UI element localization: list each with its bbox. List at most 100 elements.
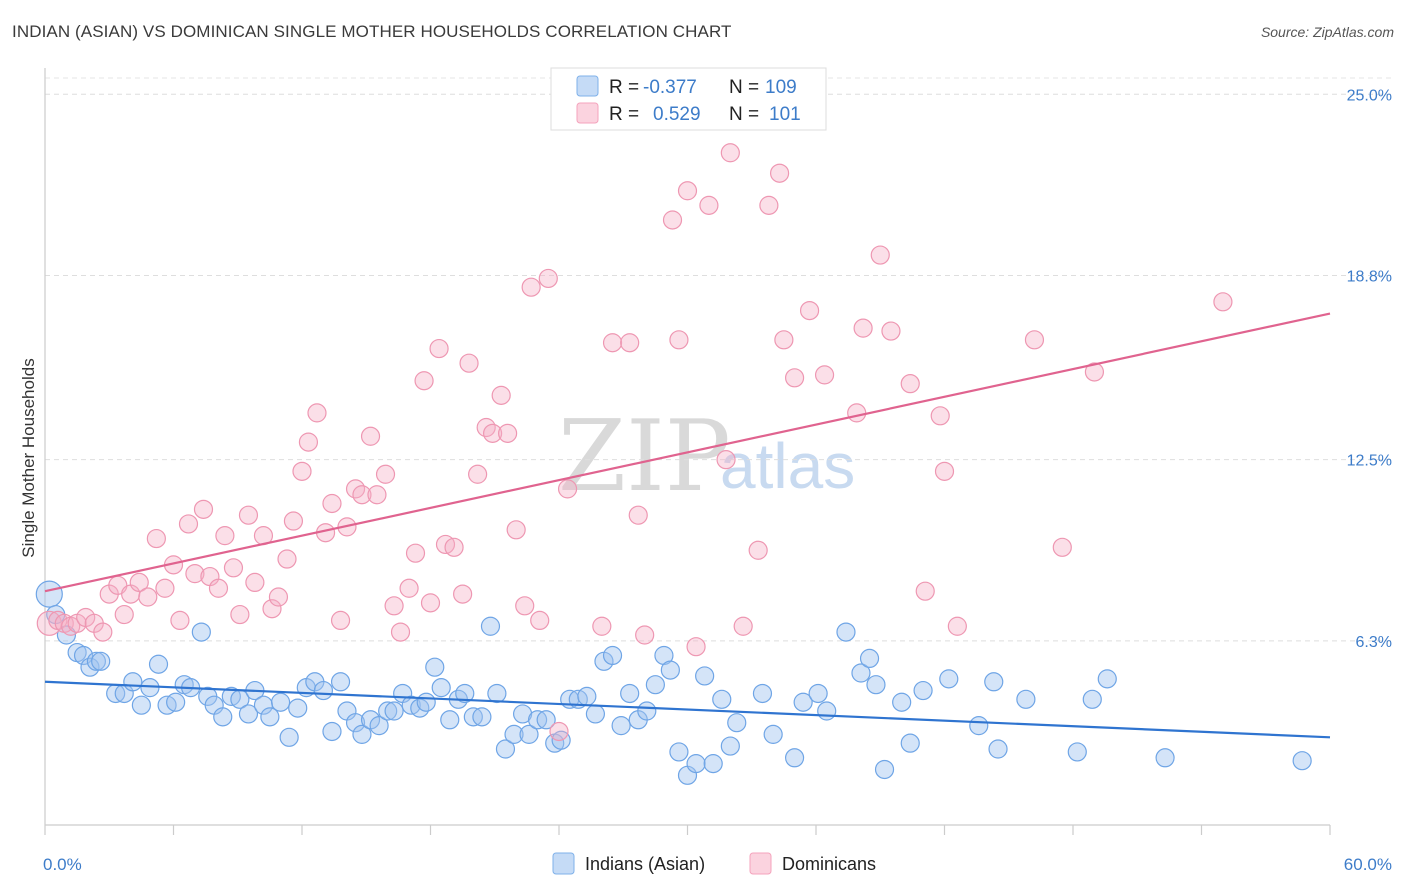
point-dominicans: [498, 423, 518, 443]
point-dominicans: [930, 406, 950, 426]
point-indians: [504, 724, 524, 744]
point-indians: [1097, 669, 1117, 689]
point-indians: [913, 680, 933, 701]
point-indians: [416, 692, 436, 712]
point-indians: [279, 727, 299, 747]
point-dominicans: [934, 461, 955, 481]
point-dominicans: [538, 268, 558, 289]
point-dominicans: [375, 464, 396, 484]
point-indians: [817, 701, 837, 721]
point-dominicans: [384, 596, 404, 616]
point-indians: [752, 683, 773, 704]
point-indians: [874, 759, 895, 780]
y-tick-label: 25.0%: [1347, 87, 1392, 104]
point-indians: [585, 704, 606, 724]
point-dominicans: [900, 374, 920, 394]
point-dominicans: [686, 637, 706, 657]
x-tick-label-max: 60.0%: [1344, 855, 1392, 874]
point-dominicans: [459, 353, 479, 373]
point-dominicans: [414, 371, 434, 391]
point-indians: [969, 716, 989, 736]
point-indians: [866, 675, 886, 695]
point-dominicans: [245, 572, 265, 593]
point-dominicans: [193, 499, 214, 519]
point-indians: [712, 689, 732, 709]
point-dominicans: [322, 493, 342, 514]
point-indians: [191, 622, 211, 642]
x-axis-ticks: [44, 825, 1331, 835]
point-dominicans: [444, 537, 464, 557]
point-indians: [495, 739, 516, 759]
point-dominicans: [238, 505, 259, 525]
point-dominicans: [352, 485, 372, 505]
bottom-legend-swatch-indians: [552, 852, 575, 875]
legend-n-label-indians: N =: [729, 77, 759, 98]
point-indians: [859, 648, 880, 669]
point-dominicans: [628, 505, 648, 525]
point-indians: [793, 692, 813, 712]
point-dominicans: [277, 549, 297, 569]
point-indians: [703, 754, 723, 774]
chart-title: INDIAN (ASIAN) VS DOMINICAN SINGLE MOTHE…: [12, 22, 732, 41]
point-dominicans: [784, 368, 805, 388]
legend-r-value-dominicans: 0.529: [653, 104, 701, 125]
point-indians: [1067, 742, 1087, 762]
point-indians: [378, 701, 398, 721]
trend-line-dominicans: [44, 312, 1331, 593]
point-indians: [645, 675, 665, 695]
point-dominicans: [129, 572, 149, 593]
point-dominicans: [915, 581, 935, 601]
point-dominicans: [155, 578, 175, 598]
point-indians: [577, 686, 597, 706]
point-indians: [322, 721, 342, 742]
point-dominicans: [557, 479, 578, 499]
point-indians: [270, 692, 291, 712]
point-dominicans: [1024, 330, 1045, 350]
point-indians: [345, 713, 366, 733]
point-dominicans: [405, 543, 426, 563]
legend-swatch-indians: [576, 75, 599, 97]
point-indians: [686, 754, 706, 774]
legend-r-label-indians: R =: [609, 77, 639, 98]
source-label: Source: ZipAtlas.com: [1260, 24, 1394, 40]
y-tick-label: 18.8%: [1347, 269, 1392, 286]
point-indians: [166, 692, 186, 712]
point-dominicans: [230, 604, 250, 625]
point-dominicans: [367, 485, 387, 505]
point-dominicans: [669, 330, 689, 350]
point-dominicans: [420, 593, 441, 613]
point-indians: [472, 707, 492, 727]
point-indians: [536, 710, 556, 730]
point-indians: [784, 748, 805, 768]
point-indians: [1155, 748, 1175, 768]
point-dominicans: [93, 622, 113, 642]
point-dominicans: [620, 333, 640, 353]
point-indians: [455, 683, 475, 704]
correlation-legend: R = -0.377 N = 109 R = 0.529 N = 101: [550, 67, 827, 131]
legend-swatch-dominicans: [576, 102, 599, 124]
point-indians: [620, 683, 640, 704]
point-indians: [480, 616, 501, 636]
point-indians: [988, 739, 1008, 759]
point-dominicans: [733, 616, 753, 636]
point-dominicans: [799, 300, 820, 321]
point-dominicans: [170, 610, 190, 631]
legend-n-value-indians: 109: [765, 77, 797, 98]
point-indians: [352, 724, 372, 744]
bottom-legend-swatch-dominicans: [749, 852, 772, 875]
point-dominicans: [298, 432, 319, 452]
point-indians: [260, 707, 280, 727]
gridlines: [45, 77, 1392, 642]
point-indians: [238, 704, 259, 724]
point-dominicans: [146, 528, 166, 549]
point-indians: [369, 716, 389, 736]
point-dominicans: [716, 450, 736, 470]
point-dominicans: [592, 616, 612, 636]
point-indians: [440, 710, 460, 730]
point-dominicans: [774, 330, 794, 350]
point-dominicans: [429, 338, 449, 359]
point-dominicans: [1213, 292, 1233, 312]
point-dominicans: [870, 245, 890, 265]
series-indians-points: [35, 580, 1312, 785]
